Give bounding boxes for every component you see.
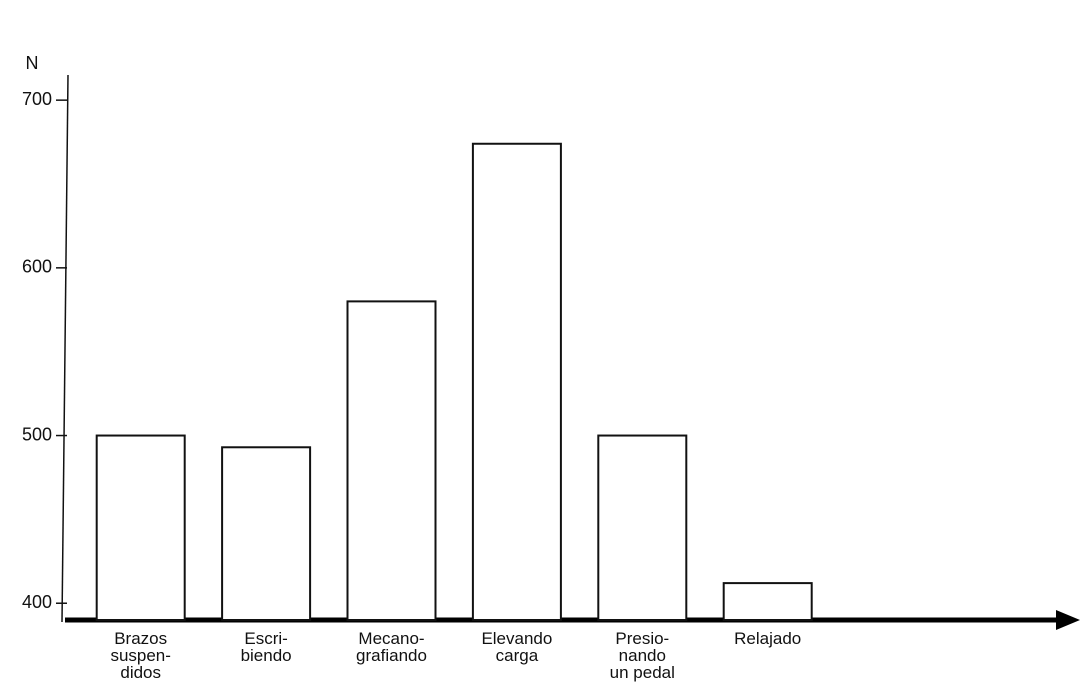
y-tick-label: 400 <box>22 592 52 612</box>
y-tick-label: 600 <box>22 257 52 277</box>
x-axis-arrow <box>1056 610 1080 630</box>
bar <box>597 434 688 621</box>
bar <box>722 582 813 621</box>
x-tick-label: Brazos suspen- didos <box>110 629 171 682</box>
y-axis-label: N <box>26 53 39 73</box>
x-tick-label: Elevando carga <box>481 629 553 665</box>
bar <box>471 142 562 621</box>
y-tick-label: 700 <box>22 89 52 109</box>
bar <box>95 434 186 621</box>
x-tick-label: Relajado <box>734 629 802 648</box>
bar <box>221 446 312 621</box>
y-tick-label: 500 <box>22 424 52 444</box>
x-tick-label: Escri- biendo <box>240 629 292 665</box>
bar <box>346 300 437 621</box>
y-axis <box>61 74 69 623</box>
x-tick-label: Presio- nando un pedal <box>609 629 675 682</box>
x-tick-label: Mecano- grafiando <box>356 629 427 665</box>
